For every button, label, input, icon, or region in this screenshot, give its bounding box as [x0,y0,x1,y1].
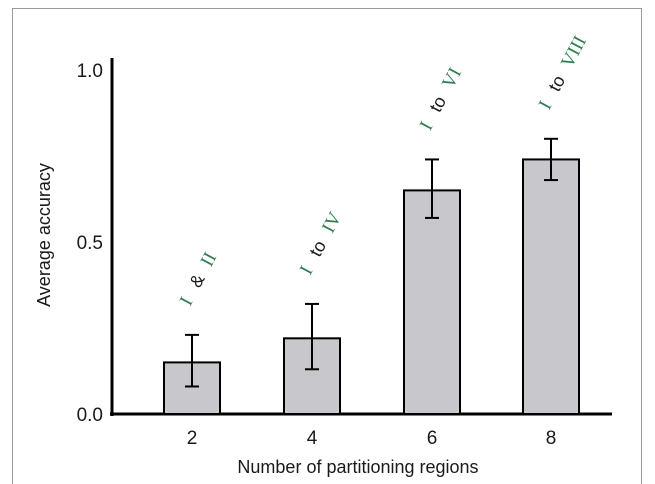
y-tick-label: 0.0 [77,405,103,426]
annotation-connector: to [544,72,569,95]
figure-frame [12,8,642,484]
annotation-end: VI [438,64,466,92]
annotation-start: I [416,118,438,133]
annotation-start: I [296,263,318,278]
annotation-start: I [176,294,198,309]
bar-annotation: I &II [176,249,221,309]
annotation-start: I [535,98,557,113]
error-bars [185,137,558,388]
bar-annotation: ItoIV [296,209,346,279]
bar [522,158,580,415]
y-axis-title: Average accuracy [34,163,54,307]
y-tick-label: 1.0 [77,61,103,82]
annotation-end: VIII [557,33,591,72]
x-tick-label: 2 [187,428,198,449]
x-tick-label: 8 [546,428,557,449]
bar-annotation: ItoVI [416,64,466,133]
annotation-connector: to [305,237,330,260]
y-tick-labels: 0.0 0.5 1.0 [77,61,103,426]
x-tick-label: 4 [307,428,318,449]
x-axis-title: Number of partitioning regions [237,457,478,477]
x-tick-labels: 2 4 6 8 [187,428,557,449]
annotation-end: IV [318,209,346,237]
annotation-end: II [197,249,221,270]
bar-annotation: ItoVIII [535,33,591,114]
annotation-connector: & [185,271,208,291]
bars [163,158,580,416]
y-tick-label: 0.5 [77,233,103,254]
x-tick-label: 6 [427,428,438,449]
bar-annotation-text: ItoVI [416,64,466,133]
bar-annotation-text: ItoIV [296,209,346,279]
bar-annotation-text: I &II [176,249,221,309]
bar [403,189,461,415]
bar-annotation-text: ItoVIII [535,33,591,114]
annotation-connector: to [425,93,450,116]
